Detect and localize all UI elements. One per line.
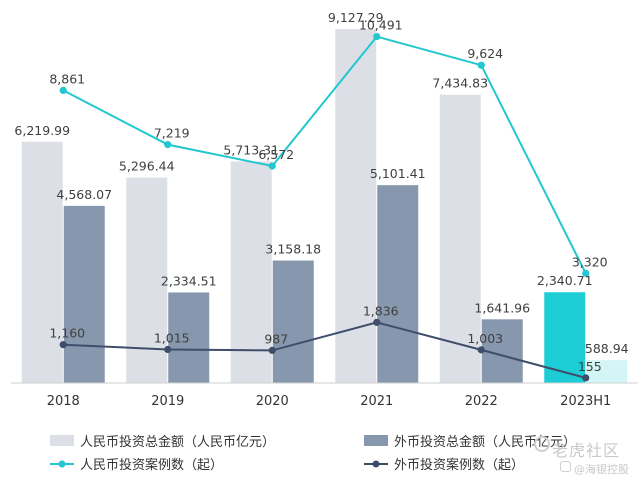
point-rmb-cases: [59, 86, 67, 95]
label-rmb-cases: 7,219: [154, 126, 190, 141]
x-tick-label: 2019: [151, 394, 184, 409]
legend-label: 人民币投资总金额（人民币亿元）: [80, 434, 275, 450]
bar-fx-amount: [377, 185, 419, 383]
label-fx-cases: 987: [264, 331, 288, 346]
label-fx-cases: 1,003: [467, 331, 503, 346]
bar-fx-amount: [63, 205, 105, 383]
watermark-logo-icon: [534, 436, 550, 452]
line-rmb-cases: [62, 35, 587, 274]
label-rmb-amount: 9,127.29: [328, 10, 384, 25]
label-rmb-amount: 5,296.44: [119, 159, 175, 174]
point-rmb-cases: [373, 32, 381, 41]
legend-label: 人民币投资案例数（起）: [80, 457, 223, 473]
data-labels-layer: 6,219.99 4,568.07 5,296.44 2,334.51 5,713.31…: [14, 10, 628, 374]
point-rmb-cases: [268, 162, 276, 170]
bar-rmb-amount: [439, 94, 481, 383]
label-rmb-cases: 8,861: [49, 71, 85, 86]
point-fx-cases: [59, 341, 67, 349]
label-fx-amount: 1,641.96: [474, 300, 530, 315]
label-rmb-cases: 10,491: [359, 18, 403, 33]
label-rmb-amount: 5,713.31: [223, 142, 279, 157]
point-fx-cases: [582, 374, 590, 382]
bar-fx-amount: [586, 360, 628, 383]
point-fx-cases: [477, 346, 485, 354]
legend-marker: [372, 460, 380, 468]
point-rmb-cases: [477, 61, 485, 69]
bar-fx-amount: [272, 260, 314, 383]
bar-rmb-amount: [335, 29, 377, 383]
point-fx-cases: [373, 318, 381, 326]
x-tick-label: 2018: [47, 394, 80, 409]
label-fx-cases: 155: [578, 359, 602, 374]
label-fx-cases: 1,836: [363, 303, 399, 318]
watermark-sub: @海银控股: [574, 463, 629, 476]
label-fx-amount: 3,158.18: [265, 242, 321, 257]
label-rmb-cases: 9,624: [467, 46, 503, 61]
bars-layer: [21, 29, 628, 383]
legend-marker: [58, 460, 66, 468]
x-tick-label: 2021: [360, 394, 393, 409]
label-fx-cases: 1,160: [49, 326, 85, 341]
watermark-sub-icon: [560, 461, 571, 472]
bar-rmb-amount: [21, 141, 63, 383]
x-tick-label: 2023H1: [560, 394, 611, 409]
legend-label: 外币投资总金额（人民币亿元）: [394, 434, 576, 450]
legend-swatch: [50, 435, 74, 446]
label-fx-cases: 1,015: [154, 330, 190, 345]
legend-swatch: [364, 435, 388, 446]
label-rmb-cases: 6,572: [258, 147, 294, 162]
x-tick-label: 2020: [256, 394, 289, 409]
legend-label: 外币投资案例数（起）: [394, 457, 524, 473]
point-rmb-cases: [582, 269, 590, 277]
line-fx-cases: [63, 321, 587, 379]
x-tick-label: 2022: [465, 394, 498, 409]
label-fx-amount: 5,101.41: [370, 166, 426, 181]
legend: 人民币投资总金额（人民币亿元） 外币投资总金额（人民币亿元） 人民币投资案例数（起）…: [50, 434, 576, 473]
label-fx-amount: 2,334.51: [161, 273, 217, 288]
label-rmb-amount: 7,434.83: [432, 76, 488, 91]
label-rmb-amount: 2,340.71: [537, 273, 593, 288]
point-fx-cases: [164, 345, 172, 354]
label-fx-amount: 588.94: [585, 341, 629, 356]
label-rmb-amount: 6,219.99: [14, 123, 70, 138]
label-fx-amount: 4,568.07: [56, 187, 112, 202]
x-axis: 2018 2019 2020 2021 2022 2023H1: [11, 382, 638, 409]
watermark-main: 老虎社区: [552, 441, 621, 460]
label-rmb-cases: 3,320: [572, 254, 608, 269]
point-rmb-cases: [164, 141, 172, 149]
bar-fx-amount: [168, 292, 210, 383]
point-fx-cases: [268, 346, 276, 355]
bar-rmb-amount: [230, 161, 272, 383]
lines-layer: [59, 32, 590, 382]
